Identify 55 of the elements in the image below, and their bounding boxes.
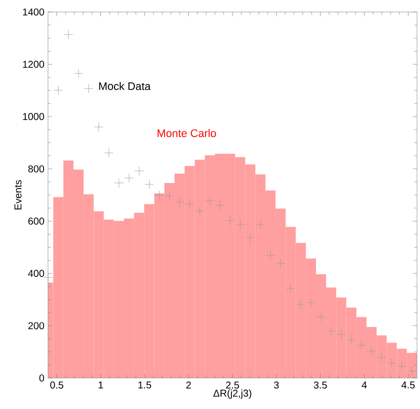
point — [246, 232, 255, 242]
y-tick-label: 400 — [28, 270, 44, 277]
point — [266, 250, 276, 260]
point — [44, 272, 53, 282]
point — [205, 196, 215, 206]
point — [74, 68, 84, 78]
point — [346, 334, 356, 344]
y-tick-label: 1200 — [23, 60, 44, 68]
x-tick-label: 3.5 — [314, 382, 327, 389]
y-tick-label: 1400 — [23, 8, 44, 16]
point — [356, 340, 366, 350]
point — [54, 85, 64, 95]
x-tick-label: 1 — [98, 382, 104, 388]
point — [366, 346, 376, 356]
point — [195, 206, 204, 216]
point — [184, 199, 194, 209]
point — [336, 330, 346, 340]
point — [286, 284, 296, 294]
point — [326, 326, 336, 336]
point — [215, 200, 225, 210]
point — [174, 197, 184, 207]
series-label: Monte Carlo — [158, 129, 216, 138]
x-tick-label: 4.5 — [402, 382, 415, 388]
point — [296, 300, 306, 309]
x-axis-title: ΔR(j2,j3) — [213, 389, 252, 399]
point — [94, 122, 104, 132]
point — [104, 148, 114, 158]
point — [376, 352, 386, 362]
point — [84, 84, 94, 94]
x-tick-label: 0.5 — [50, 382, 64, 389]
series-label: Mock Data — [99, 82, 151, 90]
point — [124, 173, 134, 183]
x-tick-label: 1.5 — [138, 382, 152, 388]
point — [316, 312, 326, 322]
x-tick-label: 3 — [274, 382, 279, 389]
point — [306, 298, 316, 308]
y-axis-title: Events — [14, 180, 22, 210]
y-tick-label: 800 — [28, 165, 44, 172]
point — [164, 191, 174, 201]
point — [134, 166, 144, 176]
x-tick-label: 2 — [186, 382, 191, 388]
point — [235, 220, 245, 230]
point — [407, 366, 417, 376]
point — [256, 220, 266, 230]
point — [225, 216, 235, 226]
x-tick-label: 2.5 — [226, 382, 240, 389]
point — [64, 30, 74, 40]
y-tick-label: 600 — [28, 218, 44, 225]
point — [154, 190, 164, 200]
y-tick-label: 200 — [28, 322, 44, 330]
y-tick-label: 0 — [39, 374, 44, 382]
y-tick-label: 1000 — [23, 113, 44, 120]
point — [276, 258, 286, 268]
point — [114, 178, 124, 188]
x-tick-label: 4 — [362, 382, 367, 388]
